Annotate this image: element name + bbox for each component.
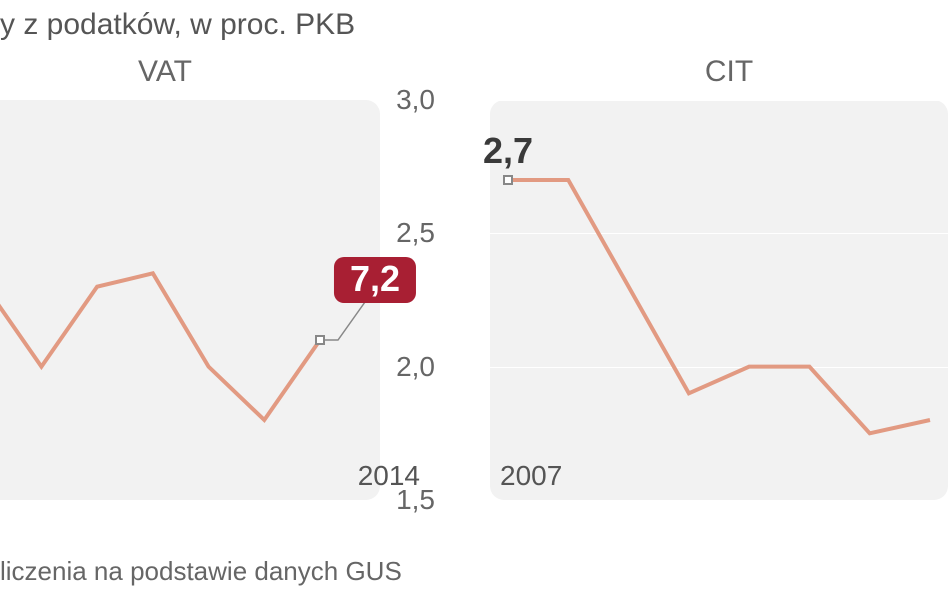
y-tick-label: 2,0 (396, 351, 435, 383)
data-marker (315, 335, 325, 345)
chart-vat-label: VAT (0, 55, 380, 89)
vat-line-svg (0, 100, 380, 500)
vat-plot: 7,2 (0, 100, 380, 500)
vat-end-callout: 7,2 (334, 257, 416, 303)
y-tick-label: 3,0 (396, 84, 435, 116)
cit-x-start-label: 2007 (500, 460, 562, 492)
chart-cit: CIT 1,52,02,53,0 2,7 2007 (430, 55, 948, 535)
footer-source: liczenia na podstawie danych GUS (0, 556, 402, 587)
chart-vat: VAT 7,2 2014 (0, 55, 430, 535)
cit-plot: 1,52,02,53,0 2,7 (490, 100, 948, 500)
charts-container: VAT 7,2 2014 CIT 1,52,02,53,0 2,7 2007 (0, 55, 948, 535)
cit-first-annot: 2,7 (483, 130, 533, 172)
data-marker (503, 175, 513, 185)
page-title: y z podatków, w proc. PKB (0, 8, 355, 42)
chart-cit-label: CIT (470, 55, 948, 89)
y-tick-label: 2,5 (396, 217, 435, 249)
y-tick-label: 1,5 (396, 484, 435, 516)
cit-line-svg (490, 100, 948, 500)
